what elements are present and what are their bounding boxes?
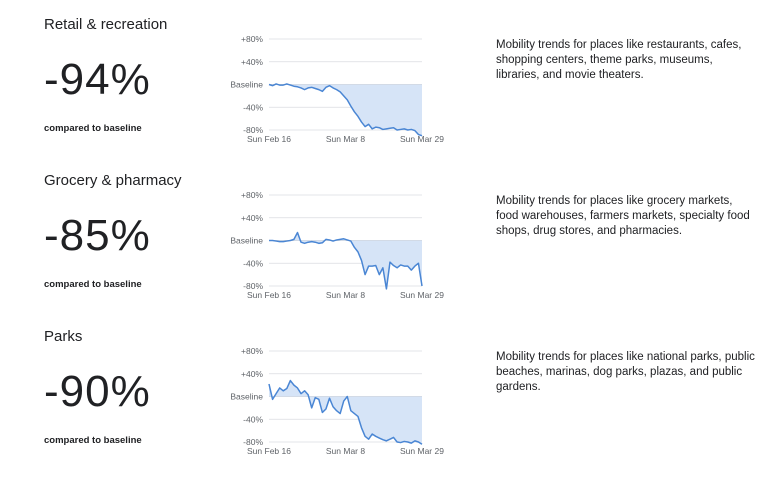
section-title: Grocery & pharmacy bbox=[44, 172, 182, 189]
section-description: Mobility trends for places like national… bbox=[496, 351, 755, 393]
y-tick-label: Baseline bbox=[230, 392, 263, 402]
mobility-trend-line bbox=[268, 379, 423, 445]
percent-change-value: -94% bbox=[44, 55, 151, 104]
grocery-pharmacy-chart: +80% +40% Baseline -40% -80%Sun Feb 16 Sun Ma… bbox=[230, 190, 444, 300]
baseline-caption: compared to baseline bbox=[44, 435, 142, 446]
mobility-trend-line bbox=[269, 231, 423, 290]
parks-chart: +80% +40% Baseline -40% -80%Sun Feb 16 Sun Ma… bbox=[230, 346, 444, 456]
baseline-caption: compared to baseline bbox=[44, 279, 142, 290]
y-tick-label: +40% bbox=[241, 213, 263, 223]
y-tick-label: -80% bbox=[243, 281, 263, 291]
section-title: Retail & recreation bbox=[44, 16, 168, 33]
x-tick-label: Sun Mar 29 bbox=[400, 134, 444, 144]
retail-recreation-section: Retail & recreation -94% compared to bas… bbox=[0, 14, 783, 170]
x-tick-label: Sun Mar 29 bbox=[400, 446, 444, 456]
y-tick-label: -40% bbox=[243, 102, 263, 112]
x-tick-label: Sun Feb 16 bbox=[247, 446, 291, 456]
grocery-pharmacy-section: Grocery & pharmacy -85% compared to base… bbox=[0, 170, 783, 326]
x-tick-label: Sun Mar 29 bbox=[400, 290, 444, 300]
y-tick-label: -40% bbox=[243, 414, 263, 424]
x-tick-label: Sun Mar 8 bbox=[326, 446, 365, 456]
retail-recreation-chart: +80% +40% Baseline -40% -80%Sun Feb 16 Sun Ma… bbox=[230, 34, 444, 144]
section-description: Mobility trends for places like grocery … bbox=[496, 195, 750, 237]
parks-section: Parks -90% compared to baseline +80% +40%… bbox=[0, 326, 783, 482]
baseline-deviation-area bbox=[269, 232, 422, 289]
baseline-deviation-area bbox=[269, 380, 422, 445]
x-tick-label: Sun Feb 16 bbox=[247, 290, 291, 300]
section-title: Parks bbox=[44, 328, 83, 345]
y-tick-label: +80% bbox=[241, 34, 263, 44]
y-tick-label: -40% bbox=[243, 258, 263, 268]
percent-change-value: -85% bbox=[44, 211, 151, 260]
x-tick-label: Sun Mar 8 bbox=[326, 134, 365, 144]
y-tick-label: +80% bbox=[241, 190, 263, 200]
y-tick-label: Baseline bbox=[230, 236, 263, 246]
section-description: Mobility trends for places like restaura… bbox=[496, 39, 742, 81]
y-tick-label: -80% bbox=[243, 125, 263, 135]
y-tick-label: -80% bbox=[243, 437, 263, 447]
baseline-caption: compared to baseline bbox=[44, 123, 142, 134]
percent-change-value: -90% bbox=[44, 367, 151, 416]
y-tick-label: +40% bbox=[241, 369, 263, 379]
x-tick-label: Sun Feb 16 bbox=[247, 134, 291, 144]
baseline-deviation-area bbox=[269, 83, 422, 136]
y-tick-label: +80% bbox=[241, 346, 263, 356]
y-tick-label: +40% bbox=[241, 57, 263, 67]
mobility-trend-line bbox=[268, 83, 423, 137]
x-tick-label: Sun Mar 8 bbox=[326, 290, 365, 300]
y-tick-label: Baseline bbox=[230, 80, 263, 90]
